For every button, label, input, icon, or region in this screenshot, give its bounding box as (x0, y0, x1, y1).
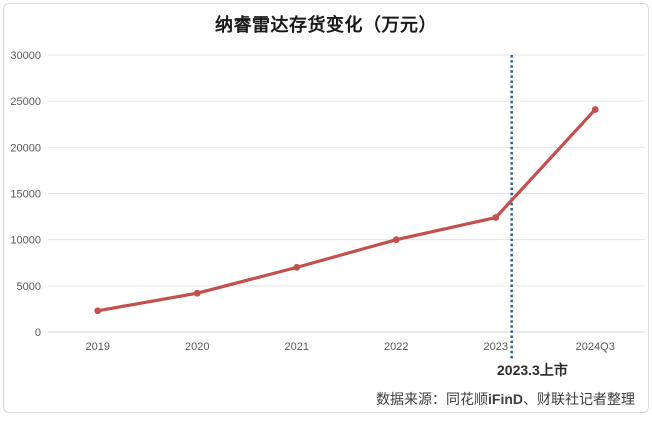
data-point-marker (94, 307, 102, 315)
source-prefix: 数据来源：同花顺 (376, 393, 488, 408)
y-axis-tick-label: 5000 (17, 281, 41, 293)
inventory-series-line (96, 107, 597, 313)
y-axis-tick-label: 20000 (10, 142, 41, 154)
ipo-annotation-label: 2023.3上市 (497, 362, 568, 378)
x-axis-tick-label: 2024Q3 (576, 341, 615, 353)
data-point-marker (392, 236, 400, 244)
x-axis-tick-label: 2019 (86, 341, 110, 353)
data-point-marker (193, 289, 201, 297)
source-ifind: iFinD (488, 391, 523, 407)
y-axis-tick-label: 10000 (10, 235, 41, 247)
data-point-marker (293, 263, 301, 271)
x-axis-tick-label: 2020 (185, 341, 209, 353)
y-axis-tick-label: 15000 (10, 189, 41, 201)
x-axis-tick-label: 2022 (384, 341, 408, 353)
data-point-marker (591, 106, 599, 113)
x-axis-tick-label: 2023 (484, 341, 508, 353)
y-axis-tick-label: 30000 (10, 50, 41, 62)
x-axis-tick-label: 2021 (285, 341, 309, 353)
y-axis-tick-label: 0 (35, 327, 41, 339)
y-axis-tick-label: 25000 (10, 96, 41, 108)
source-suffix: 、财联社记者整理 (523, 393, 635, 408)
data-source-caption: 数据来源：同花顺iFinD、财联社记者整理 (376, 389, 635, 409)
chart-title: 纳睿雷达存货变化（万元） (215, 15, 437, 35)
data-point-marker (492, 214, 500, 221)
